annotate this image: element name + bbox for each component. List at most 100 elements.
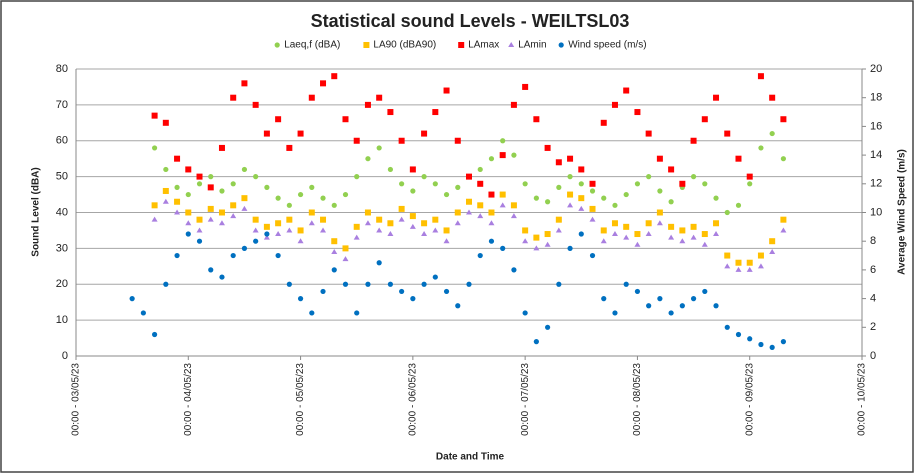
point	[230, 252, 236, 259]
point	[510, 202, 517, 209]
point	[769, 344, 775, 350]
point	[230, 213, 237, 219]
point	[701, 241, 708, 247]
point	[297, 191, 304, 198]
x-tick-label: 00:00 - 05/05/23	[295, 363, 306, 436]
point	[364, 101, 371, 108]
point	[589, 252, 596, 259]
point	[320, 288, 326, 295]
point	[724, 324, 730, 330]
point	[578, 166, 585, 173]
point	[443, 288, 450, 295]
point	[320, 195, 326, 201]
point	[555, 227, 562, 233]
point	[207, 184, 214, 191]
point	[522, 238, 529, 244]
point	[533, 245, 540, 251]
point	[634, 288, 641, 295]
point	[196, 227, 203, 233]
point	[196, 216, 203, 223]
y-tick-label: 30	[56, 242, 68, 254]
point	[634, 181, 641, 187]
x-tick-label: 00:00 - 06/05/23	[407, 363, 418, 436]
point	[454, 209, 461, 216]
point	[162, 119, 169, 126]
point	[780, 116, 787, 123]
point	[713, 231, 720, 237]
point	[342, 191, 349, 198]
point	[207, 205, 214, 212]
point	[399, 288, 405, 295]
point	[454, 220, 461, 226]
point	[724, 209, 730, 216]
point	[410, 296, 416, 302]
point	[308, 220, 315, 226]
point	[780, 156, 787, 162]
point	[780, 216, 787, 223]
legend-label: LAmin	[518, 40, 546, 51]
point	[769, 248, 776, 254]
point	[702, 181, 708, 187]
point	[500, 245, 506, 251]
point	[589, 188, 596, 194]
point	[140, 310, 146, 316]
point	[218, 144, 225, 151]
y2-tick-label: 14	[870, 149, 882, 161]
point	[679, 227, 686, 234]
point	[286, 216, 293, 223]
point	[679, 238, 686, 244]
point	[600, 119, 607, 126]
point	[511, 267, 517, 273]
point	[297, 238, 304, 244]
point	[611, 101, 618, 108]
point	[611, 231, 618, 237]
point	[668, 234, 675, 240]
point	[253, 238, 259, 244]
point	[387, 109, 394, 116]
point	[735, 331, 742, 338]
point	[151, 112, 158, 119]
point	[174, 155, 181, 162]
point	[533, 339, 539, 345]
point	[387, 220, 394, 227]
point	[656, 155, 663, 162]
point	[241, 166, 248, 173]
point	[196, 181, 203, 187]
legend-marker	[458, 42, 465, 48]
point	[522, 310, 528, 316]
x-tick-label: 00:00 - 08/05/23	[632, 363, 643, 436]
point	[656, 220, 663, 226]
y2-tick-label: 10	[870, 206, 882, 218]
y-tick-label: 60	[56, 135, 68, 147]
point	[432, 274, 438, 280]
point	[432, 216, 439, 223]
point	[286, 144, 293, 151]
point	[702, 288, 708, 295]
point	[555, 216, 562, 223]
point	[432, 109, 439, 116]
point	[252, 216, 259, 223]
point	[218, 209, 225, 216]
point	[342, 281, 349, 287]
point	[252, 227, 259, 233]
point	[286, 227, 293, 233]
x-tick-label: 00:00 - 04/05/23	[183, 363, 194, 436]
point	[735, 259, 742, 266]
point	[364, 209, 371, 216]
point	[544, 241, 551, 247]
point	[376, 260, 382, 266]
point	[218, 220, 225, 226]
point	[668, 310, 674, 316]
point	[454, 137, 461, 144]
y2-tick-label: 16	[870, 120, 882, 132]
point	[309, 310, 315, 316]
point	[668, 166, 675, 173]
point	[757, 263, 764, 269]
point	[690, 296, 697, 302]
point	[522, 83, 529, 90]
point	[185, 191, 191, 198]
point	[601, 195, 607, 201]
chart-title: Statistical sound Levels - WEILTSL03	[311, 11, 630, 31]
point	[354, 310, 360, 316]
point	[690, 223, 697, 230]
